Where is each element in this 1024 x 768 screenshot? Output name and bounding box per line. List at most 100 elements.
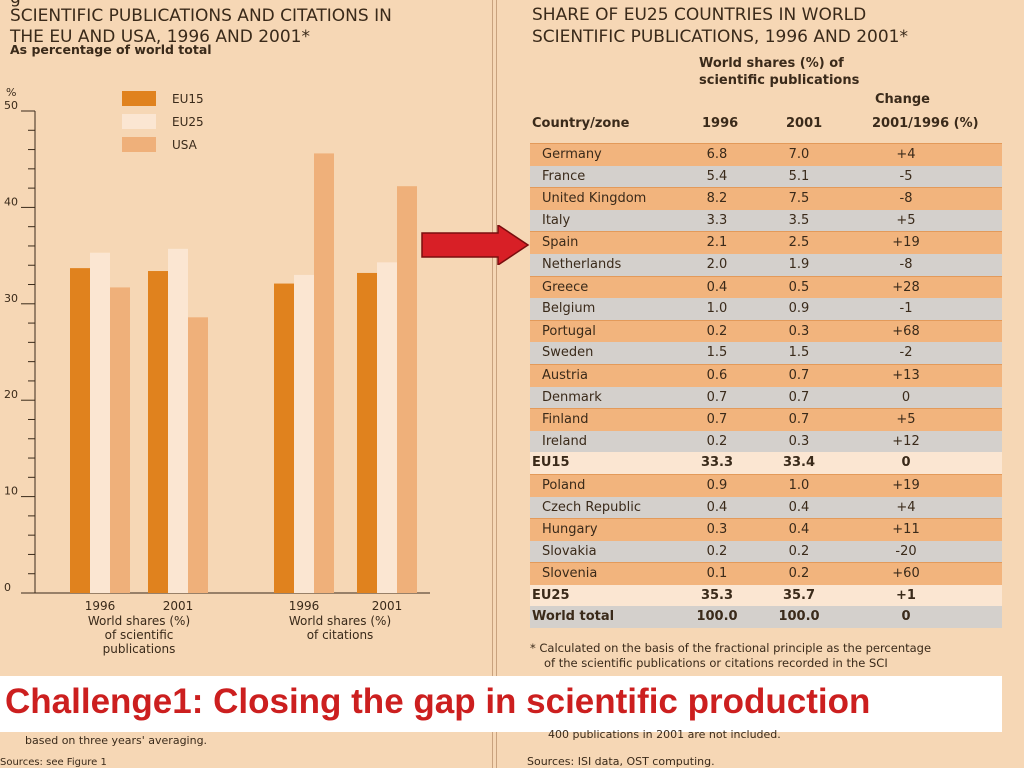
y-tick-label: 50 (4, 99, 18, 112)
row-change: 0 (901, 389, 911, 405)
row-value-1996: 5.4 (706, 168, 728, 184)
bar-eu15-1 (148, 271, 168, 593)
group-label: publications (103, 642, 176, 656)
row-value-2001: 0.7 (788, 412, 810, 428)
table-row: Netherlands 2.0 1.9 -8 (530, 253, 1002, 276)
chart-title-partial: g (10, 0, 21, 9)
row-value-2001: 0.4 (788, 522, 810, 538)
bar-eu15-2 (274, 283, 294, 593)
row-country: Austria (542, 367, 588, 383)
row-value-2001: 0.2 (788, 566, 810, 582)
chart-title-line-1: SCIENTIFIC PUBLICATIONS AND CITATIONS IN (10, 6, 392, 26)
table-row: France 5.4 5.1 -5 (530, 165, 1002, 188)
legend-label-usa: USA (172, 138, 198, 152)
row-value-2001: 0.5 (788, 279, 810, 295)
row-value-1996: 2.1 (706, 235, 728, 251)
row-country: Slovenia (542, 566, 598, 582)
y-tick-label: 20 (4, 388, 18, 401)
bar-eu15-0 (70, 268, 90, 593)
group-label: World shares (%) (289, 614, 391, 628)
row-country: Finland (542, 412, 589, 428)
chart-title-line-2: THE EU AND USA, 1996 AND 2001* (10, 27, 310, 47)
row-value-1996: 100.0 (696, 609, 738, 625)
row-value-1996: 33.3 (700, 455, 734, 471)
row-value-1996: 0.4 (706, 499, 728, 515)
row-value-2001: 7.0 (788, 147, 810, 162)
row-value-1996: 0.2 (706, 433, 728, 449)
row-value-2001: 1.5 (788, 345, 810, 361)
row-value-1996: 0.7 (706, 412, 728, 428)
row-change: +1 (896, 587, 916, 603)
row-value-1996: 2.0 (706, 256, 728, 272)
x-tick-label: 2001 (372, 599, 403, 613)
row-value-2001: 0.7 (788, 389, 810, 405)
table-row: Greece 0.4 0.5 +28 (530, 275, 1002, 299)
table-footnote-line-2: of the scientific publications or citati… (544, 656, 888, 670)
table-row: EU15 33.3 33.4 0 (530, 452, 1002, 474)
panel-divider-2 (496, 0, 497, 768)
group-header-line-1: World shares (%) of (699, 56, 844, 71)
y-tick-label: 0 (4, 581, 11, 594)
row-value-1996: 0.2 (706, 323, 728, 339)
row-value-2001: 5.1 (788, 168, 810, 184)
group-header-line-2: scientific publications (699, 73, 860, 88)
row-value-1996: 1.0 (706, 301, 728, 317)
row-value-2001: 3.5 (788, 212, 810, 228)
row-country: Germany (542, 147, 602, 162)
y-axis-label: % (6, 86, 16, 99)
row-change: -8 (899, 191, 913, 207)
row-country: Hungary (542, 522, 598, 538)
row-change: +4 (896, 499, 916, 515)
chart-source: Sources: see Figure 1 (0, 757, 107, 768)
row-value-1996: 0.3 (706, 522, 728, 538)
table-row: Poland 0.9 1.0 +19 (530, 473, 1002, 497)
table-row: Spain 2.1 2.5 +19 (530, 231, 1002, 254)
row-change: -2 (899, 345, 913, 361)
table-footnote-line-1: * Calculated on the basis of the fractio… (530, 641, 932, 655)
row-country: Ireland (542, 433, 587, 449)
bar-eu15-3 (357, 272, 377, 593)
row-country: EU15 (532, 455, 570, 471)
row-value-1996: 0.2 (706, 543, 728, 559)
table-title-line-2: SCIENTIFIC PUBLICATIONS, 1996 AND 2001* (532, 27, 908, 47)
row-change: +28 (892, 279, 920, 295)
group-label: of citations (307, 628, 374, 642)
bar-usa-2 (314, 153, 334, 593)
table-row: Germany 6.8 7.0 +4 (530, 143, 1002, 166)
row-value-2001: 1.0 (788, 477, 810, 493)
row-country: Sweden (542, 345, 594, 361)
row-change: +13 (892, 367, 920, 383)
table-row: Hungary 0.3 0.4 +11 (530, 518, 1002, 541)
group-label: of scientific (105, 628, 174, 642)
row-country: Czech Republic (542, 499, 641, 515)
row-country: Slovakia (542, 543, 597, 559)
table-title-line-1: SHARE OF EU25 COUNTRIES IN WORLD (532, 5, 867, 25)
row-value-2001: 0.2 (788, 543, 810, 559)
row-change: -20 (895, 543, 917, 559)
y-tick-label: 40 (4, 195, 18, 208)
y-tick-label: 30 (4, 292, 18, 305)
row-value-2001: 1.9 (788, 256, 810, 272)
row-value-2001: 2.5 (788, 235, 810, 251)
table-row: Portugal 0.2 0.3 +68 (530, 319, 1002, 343)
legend-label-eu25: EU25 (172, 115, 204, 129)
col-header-country: Country/zone (532, 116, 630, 131)
row-change: -1 (899, 301, 913, 317)
row-change: -8 (899, 256, 913, 272)
table-row: Sweden 1.5 1.5 -2 (530, 342, 1002, 364)
table-source: Sources: ISI data, OST computing. (527, 755, 715, 768)
headline-text: Challenge1: Closing the gap in scientifi… (5, 682, 871, 721)
row-value-1996: 1.5 (706, 345, 728, 361)
x-tick-label: 1996 (85, 599, 116, 613)
row-value-2001: 100.0 (778, 609, 820, 625)
change-header-line-1: Change (875, 92, 930, 107)
row-value-2001: 0.9 (788, 301, 810, 317)
row-change: +12 (892, 433, 920, 449)
row-value-2001: 7.5 (788, 191, 810, 207)
legend-swatch-eu25 (122, 114, 156, 129)
row-change: +19 (892, 477, 920, 493)
col-header-2001: 2001 (786, 116, 823, 131)
table-row: Ireland 0.2 0.3 +12 (530, 430, 1002, 453)
arrow-right-icon (421, 225, 530, 265)
